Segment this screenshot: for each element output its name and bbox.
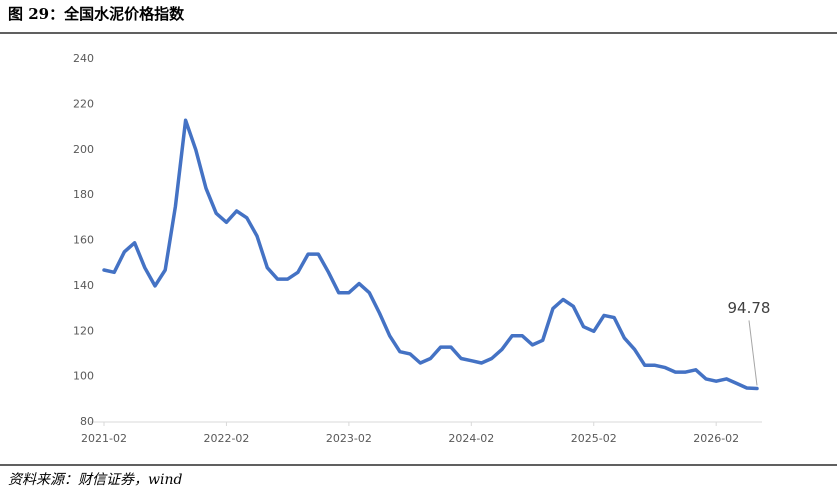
- leader-line: [748, 320, 758, 386]
- line: [102, 118, 759, 391]
- y-tick-label: 220: [73, 97, 94, 110]
- y-tick-label: 100: [73, 370, 94, 383]
- x-tick-label: 2026-02: [693, 432, 739, 445]
- y-tick-label: 200: [73, 143, 94, 156]
- y-tick-label: 80: [80, 415, 94, 428]
- x-tick-label: 2023-02: [326, 432, 372, 445]
- chart-title: 图 29：全国水泥价格指数: [8, 5, 185, 23]
- y-tick-label: 120: [73, 324, 94, 337]
- x-tick-label: 2024-02: [448, 432, 494, 445]
- y-tick-label: 180: [73, 188, 94, 201]
- y-tick-label: 140: [73, 279, 94, 292]
- y-tick-label: 160: [73, 234, 94, 247]
- x-tick-label: 2025-02: [571, 432, 617, 445]
- source: 资料来源：财信证券，wind: [8, 472, 182, 488]
- y-tick-label: 240: [73, 52, 94, 65]
- x-tick-label: 2021-02: [81, 432, 127, 445]
- x-tick-label: 2022-02: [203, 432, 249, 445]
- data-label: 94.78: [728, 299, 771, 317]
